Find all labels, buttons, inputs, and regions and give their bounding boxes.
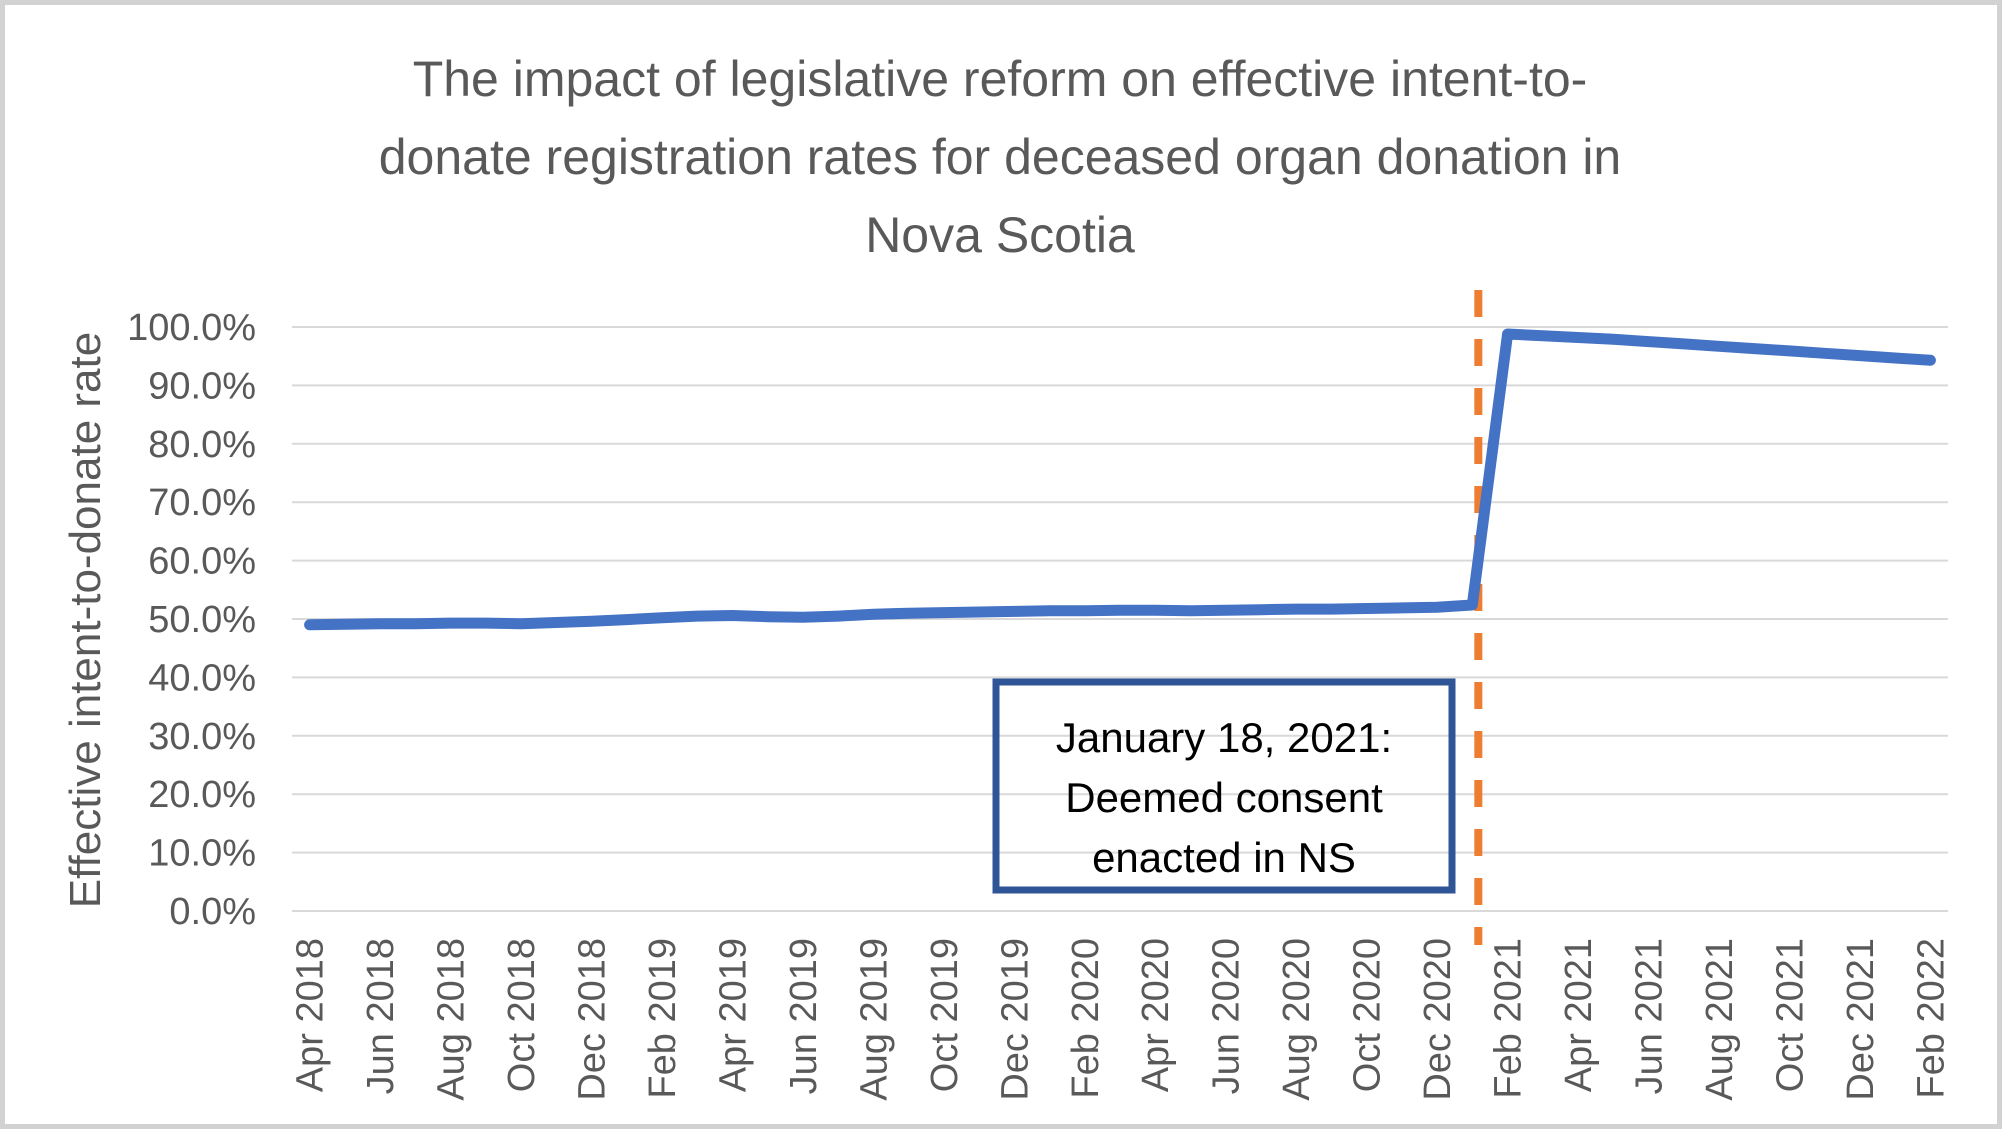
gridlines bbox=[292, 326, 1948, 912]
x-tick-label: Feb 2019 bbox=[642, 938, 684, 1099]
x-tick-label: Dec 2020 bbox=[1417, 938, 1459, 1101]
y-tick-label: 70.0% bbox=[148, 482, 256, 524]
x-tick-label: Aug 2019 bbox=[853, 938, 895, 1101]
annotation-box bbox=[992, 678, 1456, 894]
x-tick-label: Apr 2019 bbox=[712, 938, 754, 1092]
x-tick-label: Oct 2021 bbox=[1769, 938, 1811, 1092]
x-tick-label: Apr 2018 bbox=[290, 938, 332, 1092]
x-tick-label: Oct 2019 bbox=[924, 938, 966, 1092]
x-tick-label: Apr 2021 bbox=[1558, 938, 1600, 1092]
y-tick-label: 40.0% bbox=[148, 657, 256, 699]
x-tick-label: Oct 2018 bbox=[501, 938, 543, 1092]
annotation-callout: January 18, 2021: Deemed consent enacted… bbox=[992, 678, 1456, 894]
x-tick-label: Dec 2021 bbox=[1840, 938, 1882, 1101]
y-tick-label: 0.0% bbox=[169, 891, 256, 933]
x-tick-label: Dec 2019 bbox=[994, 938, 1036, 1101]
x-tick-label: Jun 2020 bbox=[1206, 938, 1248, 1094]
x-tick-label: Jun 2019 bbox=[783, 938, 825, 1094]
chart-title-line-1: The impact of legislative reform on effe… bbox=[413, 51, 1588, 107]
y-tick-label: 20.0% bbox=[148, 774, 256, 816]
x-tick-label: Jun 2021 bbox=[1629, 938, 1671, 1094]
annotation-line-1: January 18, 2021: bbox=[1056, 714, 1392, 761]
x-tick-label: Jun 2018 bbox=[360, 938, 402, 1094]
y-tick-label: 10.0% bbox=[148, 833, 256, 875]
x-tick-label: Aug 2018 bbox=[431, 938, 473, 1101]
x-tick-label: Feb 2022 bbox=[1910, 938, 1952, 1099]
y-tick-label: 60.0% bbox=[148, 541, 256, 583]
y-axis-tick-labels: 0.0% 10.0% 20.0% 30.0% 40.0% 50.0% 60.0% 70.0% 8… bbox=[127, 307, 256, 933]
y-tick-label: 50.0% bbox=[148, 599, 256, 641]
x-tick-label: Aug 2021 bbox=[1699, 938, 1741, 1101]
data-series-line bbox=[304, 328, 1936, 631]
x-axis-tick-labels: Apr 2018 Jun 2018 Aug 2018 Oct 2018 Dec 2018… bbox=[290, 938, 1953, 1101]
x-tick-label: Oct 2020 bbox=[1347, 938, 1389, 1092]
x-tick-label: Feb 2021 bbox=[1488, 938, 1530, 1099]
y-tick-label: 100.0% bbox=[127, 307, 256, 349]
y-axis-title: Effective intent-to-donate rate bbox=[61, 332, 110, 908]
y-tick-label: 90.0% bbox=[148, 365, 256, 407]
annotation-line-3: enacted in NS bbox=[1092, 834, 1356, 881]
chart-title-line-2: donate registration rates for deceased o… bbox=[379, 129, 1622, 185]
x-tick-label: Aug 2020 bbox=[1276, 938, 1318, 1101]
y-tick-label: 30.0% bbox=[148, 716, 256, 758]
chart-title-line-3: Nova Scotia bbox=[865, 207, 1135, 263]
x-tick-label: Apr 2020 bbox=[1135, 938, 1177, 1092]
y-tick-label: 80.0% bbox=[148, 424, 256, 466]
annotation-line-2: Deemed consent bbox=[1065, 774, 1383, 821]
x-tick-label: Dec 2018 bbox=[571, 938, 613, 1101]
x-tick-label: Feb 2020 bbox=[1065, 938, 1107, 1099]
series-polyline bbox=[304, 328, 1936, 631]
